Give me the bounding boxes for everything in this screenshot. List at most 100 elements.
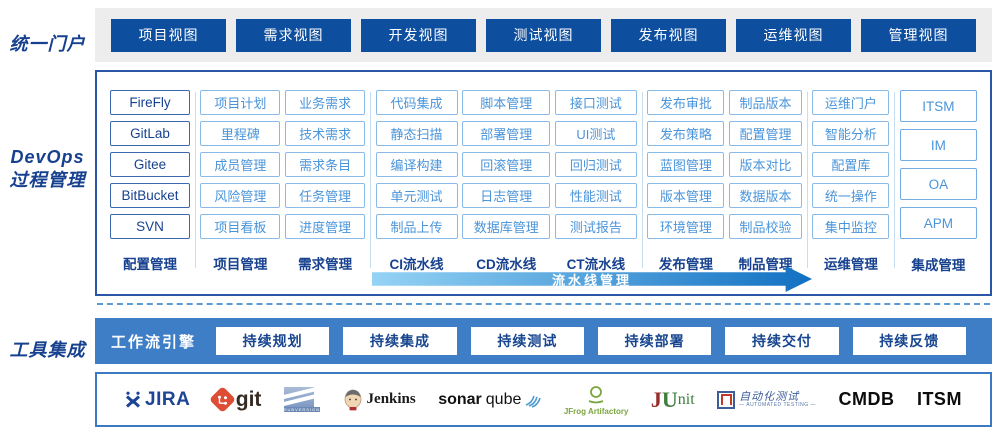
module-box: 业务需求 bbox=[285, 90, 366, 115]
column-divider bbox=[806, 92, 808, 268]
column-artifact-mgmt: 制品版本 配置管理 版本对比 数据版本 制品校验 制品管理 bbox=[729, 90, 803, 273]
view-button-release[interactable]: 发布视图 bbox=[611, 18, 726, 52]
column-label: CD流水线 bbox=[476, 257, 537, 272]
jira-logo: JIRA bbox=[125, 389, 190, 411]
sonarqube-logo: sonar qube bbox=[438, 390, 542, 409]
git-logo: git bbox=[208, 386, 261, 413]
module-box: 运维门户 bbox=[812, 90, 890, 115]
module-box: 统一操作 bbox=[812, 183, 890, 208]
dashed-divider bbox=[97, 303, 990, 305]
junit-wordmark-j: J bbox=[650, 386, 662, 412]
jenkins-icon bbox=[344, 389, 361, 410]
module-box: 制品版本 bbox=[729, 90, 803, 115]
stage-continuous-feedback[interactable]: 持续反馈 bbox=[852, 327, 966, 355]
view-button-ops[interactable]: 运维视图 bbox=[736, 18, 851, 52]
tool-logo-strip: JIRA git SUBVERSION bbox=[95, 372, 992, 427]
module-box: OA bbox=[899, 168, 977, 200]
module-box: 单元测试 bbox=[375, 183, 458, 208]
git-icon bbox=[208, 386, 236, 413]
column-integration-mgmt: ITSM IM OA APM 集成管理 bbox=[899, 90, 977, 274]
module-box: 发布审批 bbox=[647, 90, 725, 115]
itsm-logo: ITSM bbox=[916, 389, 962, 409]
column-divider bbox=[194, 92, 196, 268]
subversion-wordmark: SUBVERSION bbox=[283, 407, 321, 412]
view-button-requirement[interactable]: 需求视图 bbox=[236, 18, 351, 52]
subversion-icon bbox=[283, 387, 314, 407]
view-button-manage[interactable]: 管理视图 bbox=[861, 18, 976, 52]
cmdb-logo: CMDB bbox=[838, 389, 895, 409]
automated-testing-logo: 自动化测试 — AUTOMATED TESTING — bbox=[717, 390, 817, 409]
module-box: 代码集成 bbox=[375, 90, 458, 115]
module-box: 静态扫描 bbox=[375, 121, 458, 146]
workflow-engine-bar: 工作流引擎 持续规划 持续集成 持续测试 持续部署 持续交付 持续反馈 bbox=[95, 318, 992, 364]
sonarqube-wordmark-bold: sonar bbox=[438, 390, 482, 408]
stage-continuous-planning[interactable]: 持续规划 bbox=[216, 327, 330, 355]
junit-wordmark-nit: nit bbox=[677, 390, 695, 408]
column-divider bbox=[894, 92, 896, 268]
column-label: CT流水线 bbox=[566, 257, 626, 272]
module-box: GitLab bbox=[110, 121, 190, 146]
module-box: ITSM bbox=[899, 90, 977, 122]
module-box: 脚本管理 bbox=[462, 90, 551, 115]
module-box: 里程碑 bbox=[200, 121, 281, 146]
jira-wordmark: JIRA bbox=[145, 388, 191, 410]
column-label: 项目管理 bbox=[213, 257, 268, 272]
module-box: 制品校验 bbox=[729, 214, 803, 239]
module-box: 回滚管理 bbox=[462, 152, 551, 177]
stage-continuous-deployment[interactable]: 持续部署 bbox=[598, 327, 712, 355]
module-box: 部署管理 bbox=[462, 121, 551, 146]
stage-continuous-integration[interactable]: 持续集成 bbox=[343, 327, 457, 355]
jfrog-icon bbox=[588, 385, 604, 403]
module-box: 回归测试 bbox=[554, 152, 637, 177]
column-label: 运维管理 bbox=[823, 257, 878, 272]
module-box: BitBucket bbox=[110, 183, 190, 208]
column-label: 需求管理 bbox=[298, 257, 353, 272]
module-box: APM bbox=[899, 207, 977, 239]
junit-wordmark-u: U bbox=[661, 386, 678, 412]
column-label: CI流水线 bbox=[389, 257, 444, 272]
portal-view-strip: 项目视图 需求视图 开发视图 测试视图 发布视图 运维视图 管理视图 bbox=[95, 8, 992, 62]
view-button-develop[interactable]: 开发视图 bbox=[361, 18, 476, 52]
module-box: IM bbox=[899, 129, 977, 161]
module-box: 蓝图管理 bbox=[647, 152, 725, 177]
module-box: 测试报告 bbox=[554, 214, 637, 239]
subversion-logo: SUBVERSION bbox=[283, 387, 321, 412]
workflow-engine-label: 工作流引擎 bbox=[111, 333, 197, 351]
module-box: 配置库 bbox=[812, 152, 890, 177]
module-box: 技术需求 bbox=[285, 121, 366, 146]
stage-continuous-testing[interactable]: 持续测试 bbox=[470, 327, 584, 355]
module-box: 接口测试 bbox=[554, 90, 637, 115]
module-box: 性能测试 bbox=[554, 183, 637, 208]
automated-testing-wordmark: 自动化测试 bbox=[739, 390, 800, 403]
process-management-panel: FireFly GitLab Gitee BitBucket SVN 配置管理 … bbox=[95, 70, 992, 296]
section-label-devops-process: DevOps 过程管理 bbox=[0, 146, 95, 192]
module-box: FireFly bbox=[110, 90, 190, 115]
stage-continuous-delivery[interactable]: 持续交付 bbox=[725, 327, 839, 355]
view-button-project[interactable]: 项目视图 bbox=[111, 18, 226, 52]
module-box: 数据库管理 bbox=[462, 214, 551, 239]
column-release-mgmt: 发布审批 发布策略 蓝图管理 版本管理 环境管理 发布管理 bbox=[647, 90, 725, 273]
junit-logo: J U nit bbox=[651, 387, 695, 413]
module-columns: FireFly GitLab Gitee BitBucket SVN 配置管理 … bbox=[97, 72, 990, 274]
module-box: 项目计划 bbox=[200, 90, 281, 115]
module-box: 需求条目 bbox=[285, 152, 366, 177]
jenkins-logo: Jenkins bbox=[343, 388, 416, 412]
automated-testing-subtitle: — AUTOMATED TESTING — bbox=[739, 401, 817, 408]
column-config-mgmt: FireFly GitLab Gitee BitBucket SVN 配置管理 bbox=[110, 90, 190, 273]
module-box: 编译构建 bbox=[375, 152, 458, 177]
devops-label-line2: 过程管理 bbox=[9, 170, 86, 190]
sonarqube-waves-icon bbox=[526, 395, 542, 408]
module-box: 环境管理 bbox=[647, 214, 725, 239]
jfrog-wordmark: JFrog Artifactory bbox=[563, 406, 629, 416]
column-label: 集成管理 bbox=[911, 258, 966, 273]
column-ops-mgmt: 运维门户 智能分析 配置库 统一操作 集中监控 运维管理 bbox=[812, 90, 890, 273]
section-label-tool-integration: 工具集成 bbox=[9, 340, 86, 360]
section-label-unified-portal: 统一门户 bbox=[9, 34, 86, 54]
module-box: UI测试 bbox=[554, 121, 637, 146]
jfrog-artifactory-logo: JFrog Artifactory bbox=[563, 384, 629, 416]
sonarqube-wordmark-light: qube bbox=[485, 390, 522, 408]
module-box: 进度管理 bbox=[285, 214, 366, 239]
view-button-test[interactable]: 测试视图 bbox=[486, 18, 601, 52]
column-divider bbox=[369, 92, 371, 268]
